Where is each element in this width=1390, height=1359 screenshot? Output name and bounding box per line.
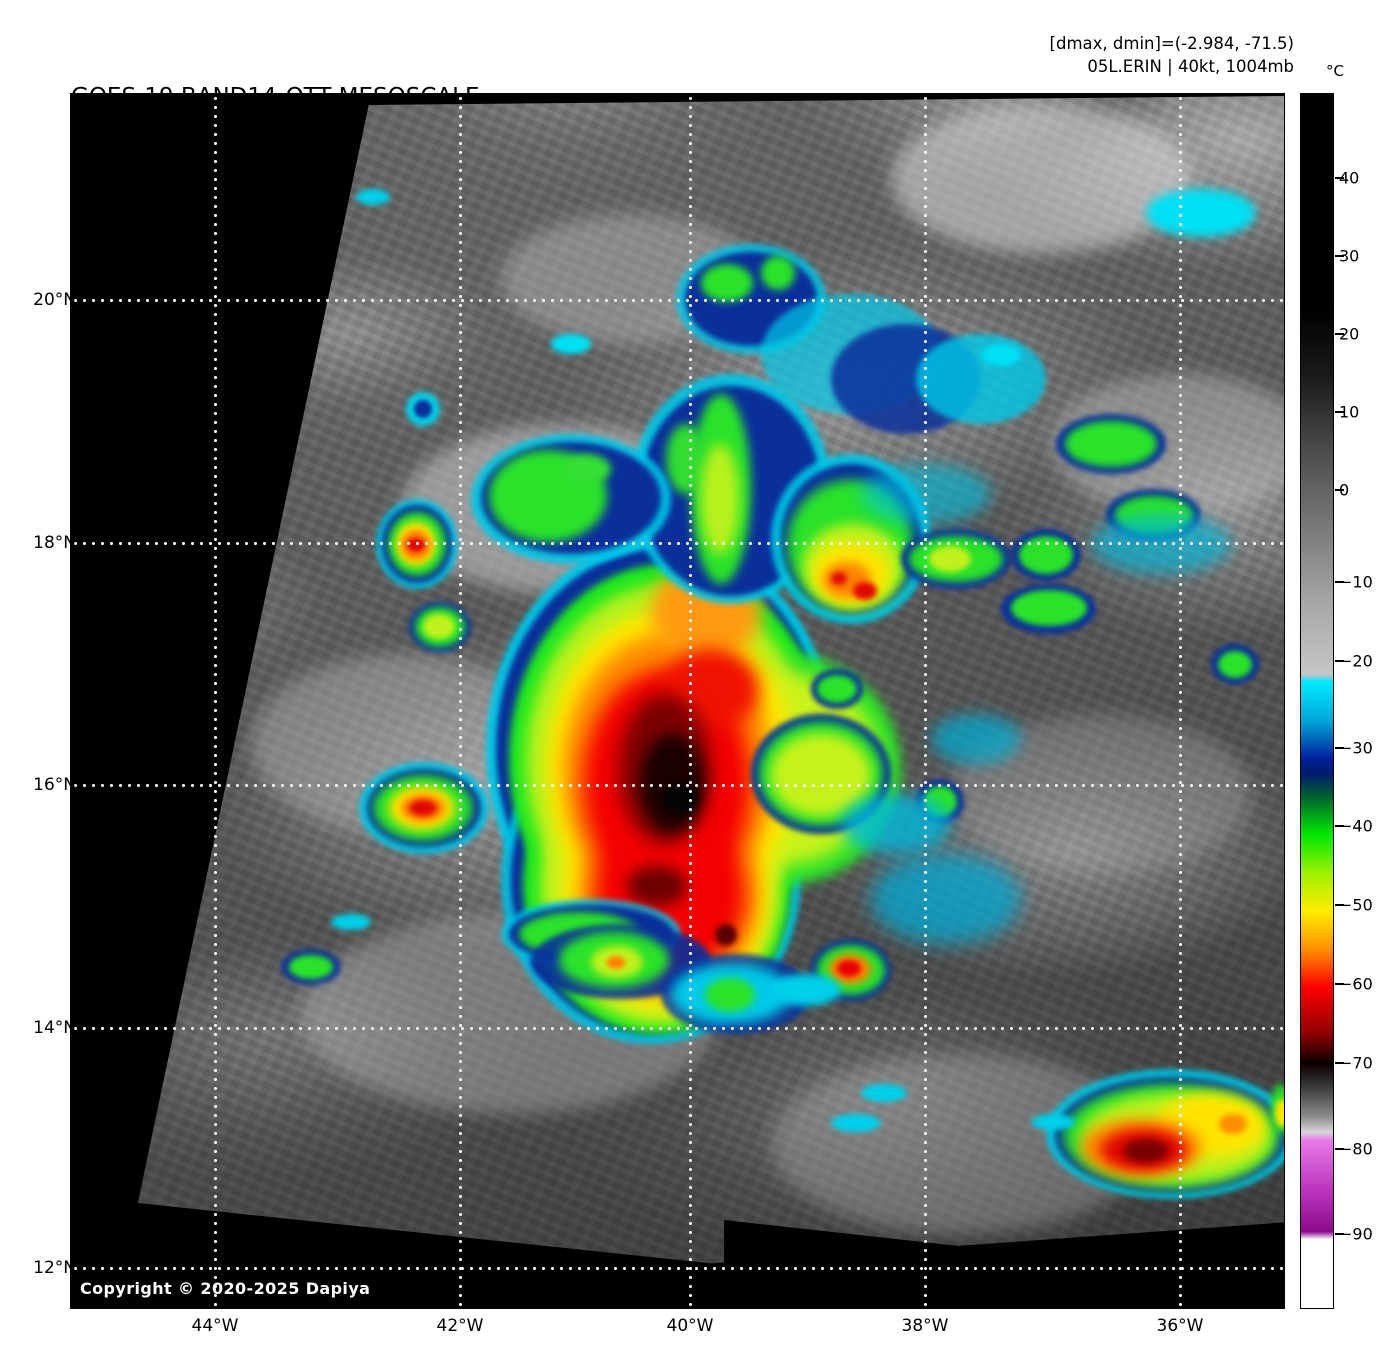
colorbar-tick-label: 30 (1339, 246, 1360, 266)
colorbar-tick-mark (1335, 904, 1344, 906)
convection-cell-darkred-secondary (715, 924, 737, 946)
colorbar-units-label: °C (1326, 62, 1344, 80)
convection-core-coldest (641, 734, 703, 832)
satellite-image-plot (71, 94, 1284, 1308)
lon-label-36w: 36°W (1156, 1316, 1204, 1336)
convection-cell-green (1011, 590, 1087, 626)
colorbar (1300, 93, 1334, 1309)
convection-cell-green (705, 978, 755, 1012)
convection-cell-cyan (931, 714, 1021, 764)
convection-cell-cyan (1146, 189, 1256, 237)
convection-cell-green (1218, 651, 1252, 678)
convection-cell-cyan (861, 464, 991, 524)
storm-info-label: 05L.ERIN | 40kt, 1004mb (1087, 57, 1294, 76)
convection-cell-cyan (831, 1114, 881, 1132)
colorbar-tick-mark (1335, 177, 1344, 179)
convection-cell-cyan (551, 334, 591, 354)
convection-cell-cyan (861, 1084, 907, 1102)
colorbar-tick-mark (1335, 411, 1344, 413)
colorbar-tick-mark (1335, 581, 1344, 583)
convection-cell-green (563, 454, 611, 484)
convection-cell-cyan (871, 854, 1021, 944)
data-range-label: [dmax, dmin]=(-2.984, -71.5) (1049, 34, 1294, 53)
colorbar-tick-label: 20 (1339, 324, 1360, 344)
convection-cell-yellowgreen (701, 444, 739, 554)
convection-cell-orange (607, 956, 625, 969)
cloud-patch (891, 104, 1191, 254)
convection-cell-red (407, 538, 425, 552)
colorbar-tick-label: −70 (1339, 1053, 1373, 1073)
convection-cell-cyan (1031, 1114, 1075, 1130)
colorbar-tick-label: −60 (1339, 974, 1373, 994)
lat-label-14n: 14°N (33, 1018, 76, 1038)
colorbar-tick-label: −10 (1339, 572, 1373, 592)
convection-cell-cyan (331, 914, 371, 930)
colorbar-tick-mark (1335, 333, 1344, 335)
colorbar-tick-mark (1335, 825, 1344, 827)
copyright-label: Copyright © 2020-2025 Dapiya (80, 1279, 371, 1298)
lon-label-38w: 38°W (901, 1316, 949, 1336)
colorbar-tick-mark (1335, 1062, 1344, 1064)
convection-cell-red (831, 572, 847, 585)
convection-cell-green (817, 675, 857, 703)
colorbar-tick-mark (1335, 1148, 1344, 1150)
convection-cell-cyan (841, 794, 951, 854)
colorbar-tick-label: −50 (1339, 895, 1373, 915)
colorbar-tick-label: −90 (1339, 1224, 1373, 1244)
convection-cell-cyan (356, 189, 390, 205)
convection-cell-darkred (1123, 1139, 1169, 1163)
lon-label-44w: 44°W (191, 1316, 239, 1336)
colorbar-tick-mark (1335, 983, 1344, 985)
convection-cell-orange (1219, 1114, 1247, 1134)
convection-cell-cyan (1091, 514, 1231, 574)
colorbar-tick-label: 0 (1339, 480, 1350, 500)
convection-cell-darkred-secondary (627, 866, 687, 906)
colorbar-tick-mark (1335, 489, 1344, 491)
convection-cell-red (853, 582, 877, 600)
convection-core-coldest (663, 784, 697, 814)
lat-label-12n: 12°N (33, 1258, 76, 1278)
lon-label-40w: 40°W (666, 1316, 714, 1336)
colorbar-tick-mark (1335, 255, 1344, 257)
convection-cell-red (409, 800, 437, 816)
colorbar-gradient (1301, 94, 1333, 1308)
colorbar-tick-label: −20 (1339, 651, 1373, 671)
metadata-block: [dmax, dmin]=(-2.984, -71.5) 05L.ERIN | … (1050, 32, 1294, 78)
colorbar-tick-label: 10 (1339, 402, 1360, 422)
convection-cell-edge (916, 334, 1046, 424)
convection-cell-green (666, 424, 706, 494)
lon-label-42w: 42°W (436, 1316, 484, 1336)
colorbar-tick-mark (1335, 1233, 1344, 1235)
colorbar-tick-label: −40 (1339, 816, 1373, 836)
convection-cell-green (761, 256, 795, 290)
convection-cell-green (289, 955, 333, 979)
colorbar-tick-label: −80 (1339, 1139, 1373, 1159)
colorbar-tick-label: −30 (1339, 738, 1373, 758)
convection-cell-cyan (771, 974, 841, 1006)
convection-cell-cyan (981, 344, 1021, 366)
convection-cell-green (701, 264, 753, 302)
lat-label-16n: 16°N (33, 775, 76, 795)
colorbar-tick-mark (1335, 660, 1344, 662)
convection-cell-yellow (1275, 1099, 1284, 1127)
convection-cell-yellowgreen (423, 614, 455, 639)
lat-label-20n: 20°N (33, 290, 76, 310)
convection-cell-yellowgreen (771, 734, 871, 816)
lat-label-18n: 18°N (33, 533, 76, 553)
convection-cell-yellowgreen (929, 546, 971, 572)
colorbar-tick-mark (1335, 747, 1344, 749)
colorbar-tick-label: 40 (1339, 168, 1360, 188)
convection-cell-green (1065, 421, 1157, 467)
convection-cell-green (414, 400, 432, 418)
convection-cell-red (837, 960, 861, 977)
convection-cell-green (1019, 536, 1073, 574)
